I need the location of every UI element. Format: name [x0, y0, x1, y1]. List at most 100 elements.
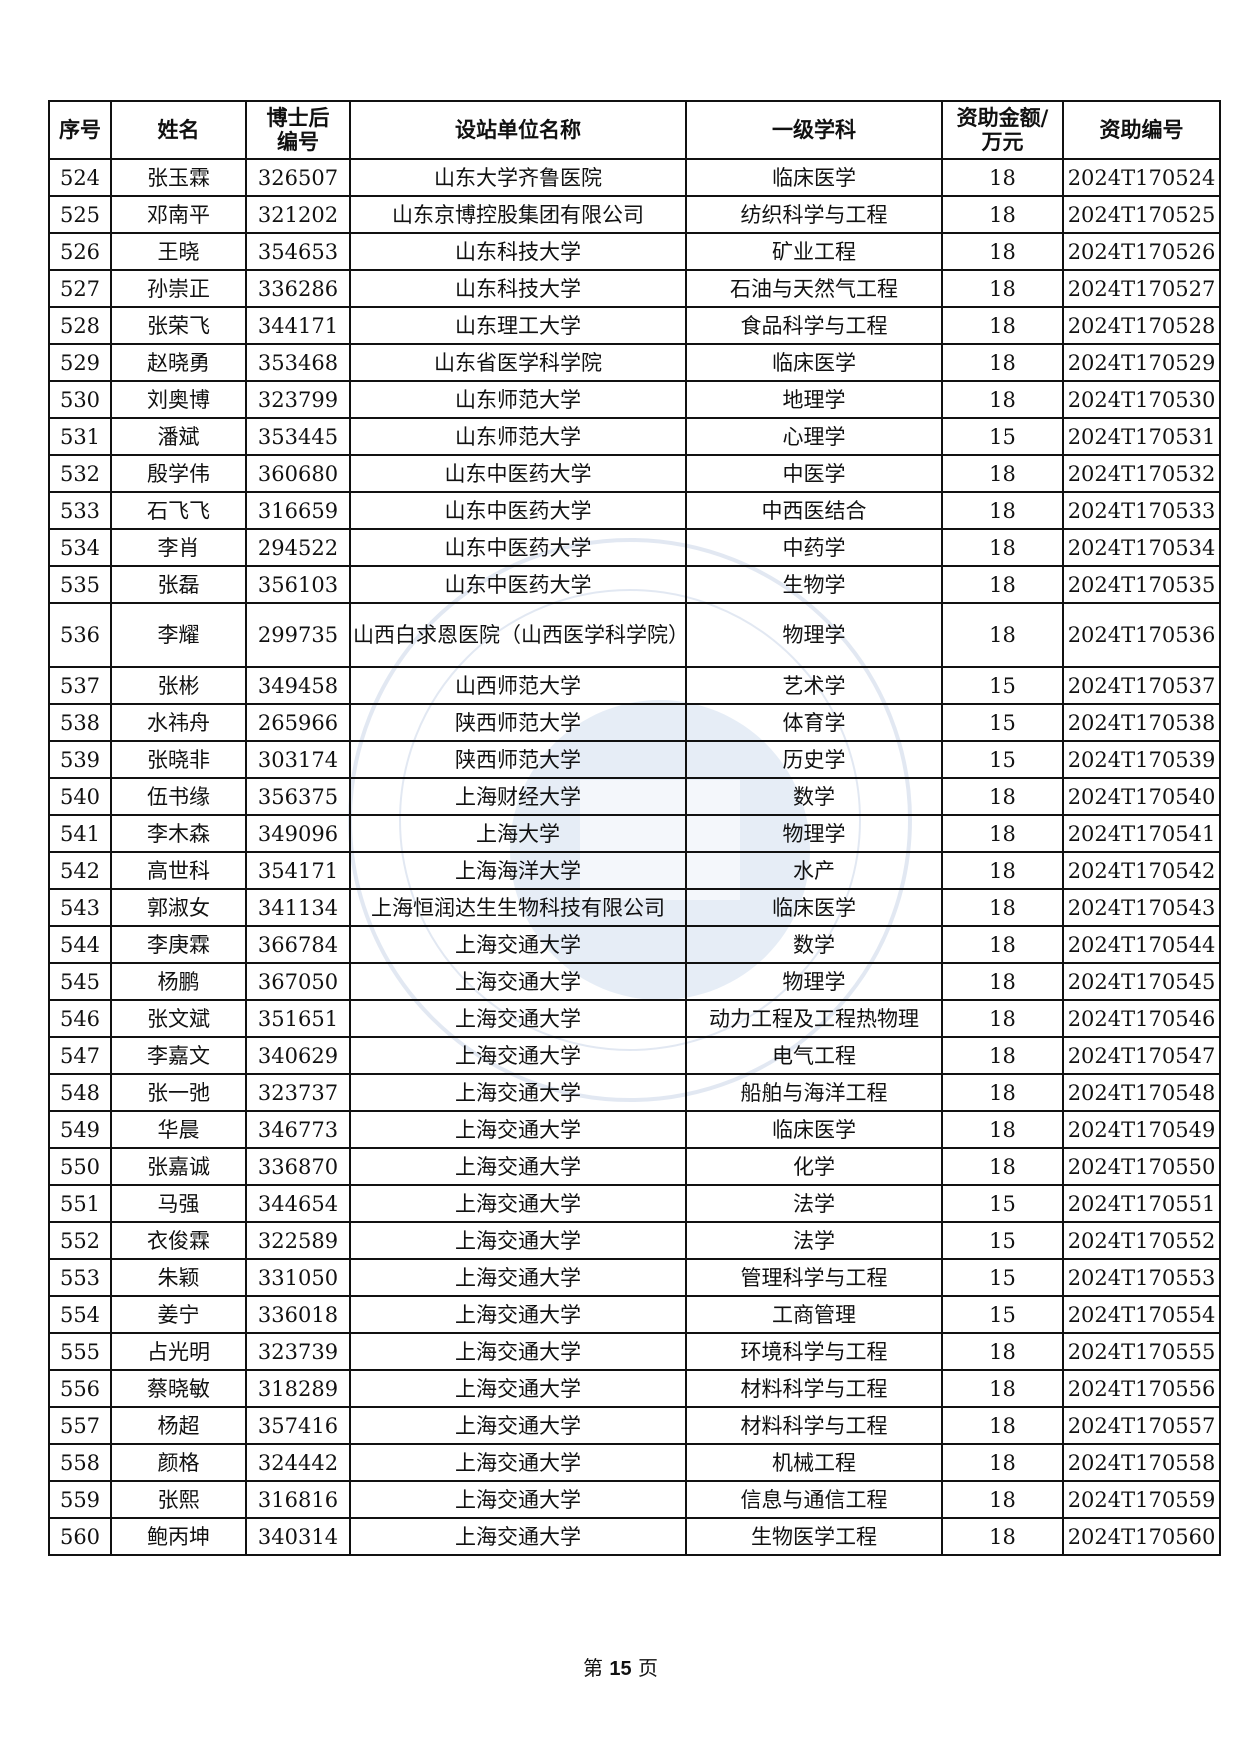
cell-institution: 上海大学 [349, 814, 687, 853]
cell-index: 553 [48, 1258, 112, 1297]
table-row: 559 张熙 316816 上海交通大学 信息与通信工程 18 2024T170559 [48, 1480, 1221, 1519]
header-amount: 资助金额/万元 [941, 100, 1064, 160]
cell-discipline: 电气工程 [685, 1036, 943, 1075]
cell-postdoc-id: 323739 [245, 1332, 351, 1371]
cell-index: 556 [48, 1369, 112, 1408]
funding-table: 序号 姓名 博士后编号 设站单位名称 一级学科 资助金额/万元 资助编号 524… [48, 100, 1221, 1556]
cell-index: 531 [48, 417, 112, 456]
cell-institution: 上海交通大学 [349, 1406, 687, 1445]
cell-discipline: 数学 [685, 925, 943, 964]
cell-name: 高世科 [110, 851, 247, 890]
cell-amount: 18 [941, 1332, 1064, 1371]
cell-index: 550 [48, 1147, 112, 1186]
table-row: 558 颜格 324442 上海交通大学 机械工程 18 2024T170558 [48, 1443, 1221, 1482]
cell-postdoc-id: 367050 [245, 962, 351, 1001]
table-row: 545 杨鹏 367050 上海交通大学 物理学 18 2024T170545 [48, 962, 1221, 1001]
cell-institution: 山西白求恩医院（山西医学科学院） [349, 602, 689, 668]
cell-discipline: 食品科学与工程 [685, 306, 943, 345]
cell-name: 殷学伟 [110, 454, 247, 493]
cell-institution: 上海交通大学 [349, 1332, 687, 1371]
cell-postdoc-id: 316659 [245, 491, 351, 530]
table-row: 553 朱颖 331050 上海交通大学 管理科学与工程 15 2024T170553 [48, 1258, 1221, 1297]
table-row: 537 张彬 349458 山西师范大学 艺术学 15 2024T170537 [48, 666, 1221, 705]
cell-postdoc-id: 294522 [245, 528, 351, 567]
header-grant-id: 资助编号 [1062, 100, 1221, 160]
cell-grant-id: 2024T170553 [1062, 1258, 1221, 1297]
cell-amount: 18 [941, 1036, 1064, 1075]
cell-name: 姜宁 [110, 1295, 247, 1334]
cell-discipline: 纺织科学与工程 [685, 195, 943, 234]
cell-grant-id: 2024T170556 [1062, 1369, 1221, 1408]
cell-name: 李嘉文 [110, 1036, 247, 1075]
cell-amount: 18 [941, 232, 1064, 271]
cell-institution: 上海交通大学 [349, 925, 687, 964]
cell-postdoc-id: 341134 [245, 888, 351, 927]
cell-discipline: 机械工程 [685, 1443, 943, 1482]
cell-amount: 18 [941, 158, 1064, 197]
cell-amount: 15 [941, 1295, 1064, 1334]
cell-institution: 上海交通大学 [349, 1036, 687, 1075]
cell-discipline: 环境科学与工程 [685, 1332, 943, 1371]
cell-grant-id: 2024T170536 [1062, 602, 1221, 668]
table-row: 541 李木森 349096 上海大学 物理学 18 2024T170541 [48, 814, 1221, 853]
table-row: 534 李肖 294522 山东中医药大学 中药学 18 2024T170534 [48, 528, 1221, 567]
cell-grant-id: 2024T170547 [1062, 1036, 1221, 1075]
cell-amount: 18 [941, 925, 1064, 964]
cell-grant-id: 2024T170538 [1062, 703, 1221, 742]
cell-index: 544 [48, 925, 112, 964]
cell-amount: 15 [941, 740, 1064, 779]
cell-index: 549 [48, 1110, 112, 1149]
cell-discipline: 法学 [685, 1221, 943, 1260]
cell-institution: 上海交通大学 [349, 1147, 687, 1186]
cell-postdoc-id: 324442 [245, 1443, 351, 1482]
table-row: 529 赵晓勇 353468 山东省医学科学院 临床医学 18 2024T170529 [48, 343, 1221, 382]
cell-index: 557 [48, 1406, 112, 1445]
cell-index: 539 [48, 740, 112, 779]
cell-discipline: 地理学 [685, 380, 943, 419]
cell-postdoc-id: 340314 [245, 1517, 351, 1556]
cell-name: 李木森 [110, 814, 247, 853]
cell-amount: 18 [941, 195, 1064, 234]
cell-index: 532 [48, 454, 112, 493]
cell-discipline: 信息与通信工程 [685, 1480, 943, 1519]
cell-grant-id: 2024T170537 [1062, 666, 1221, 705]
table-row: 524 张玉霖 326507 山东大学齐鲁医院 临床医学 18 2024T170524 [48, 158, 1221, 197]
cell-institution: 上海交通大学 [349, 1184, 687, 1223]
cell-grant-id: 2024T170551 [1062, 1184, 1221, 1223]
table-header-row: 序号 姓名 博士后编号 设站单位名称 一级学科 资助金额/万元 资助编号 [48, 100, 1221, 160]
cell-grant-id: 2024T170544 [1062, 925, 1221, 964]
cell-grant-id: 2024T170558 [1062, 1443, 1221, 1482]
cell-institution: 山东中医药大学 [349, 565, 687, 604]
cell-discipline: 石油与天然气工程 [685, 269, 943, 308]
cell-grant-id: 2024T170524 [1062, 158, 1221, 197]
cell-name: 朱颖 [110, 1258, 247, 1297]
cell-index: 535 [48, 565, 112, 604]
cell-grant-id: 2024T170526 [1062, 232, 1221, 271]
cell-grant-id: 2024T170543 [1062, 888, 1221, 927]
cell-institution: 上海交通大学 [349, 1110, 687, 1149]
table-row: 538 水祎舟 265966 陕西师范大学 体育学 15 2024T170538 [48, 703, 1221, 742]
cell-amount: 18 [941, 999, 1064, 1038]
cell-postdoc-id: 323799 [245, 380, 351, 419]
cell-amount: 18 [941, 565, 1064, 604]
cell-amount: 18 [941, 962, 1064, 1001]
header-postdoc-id-label: 博士后编号 [266, 105, 330, 154]
cell-grant-id: 2024T170541 [1062, 814, 1221, 853]
cell-amount: 15 [941, 1258, 1064, 1297]
table-row: 527 孙崇正 336286 山东科技大学 石油与天然气工程 18 2024T170527 [48, 269, 1221, 308]
cell-name: 蔡晓敏 [110, 1369, 247, 1408]
cell-discipline: 中医学 [685, 454, 943, 493]
cell-postdoc-id: 351651 [245, 999, 351, 1038]
cell-name: 张荣飞 [110, 306, 247, 345]
cell-postdoc-id: 299735 [245, 602, 351, 668]
cell-index: 526 [48, 232, 112, 271]
cell-postdoc-id: 344654 [245, 1184, 351, 1223]
cell-amount: 18 [941, 888, 1064, 927]
cell-discipline: 历史学 [685, 740, 943, 779]
cell-discipline: 动力工程及工程热物理 [685, 999, 943, 1038]
cell-name: 李肖 [110, 528, 247, 567]
cell-name: 衣俊霖 [110, 1221, 247, 1260]
table-row: 536 李耀 299735 山西白求恩医院（山西医学科学院） 物理学 18 2024T170… [48, 602, 1221, 668]
cell-amount: 18 [941, 1480, 1064, 1519]
cell-amount: 18 [941, 851, 1064, 890]
